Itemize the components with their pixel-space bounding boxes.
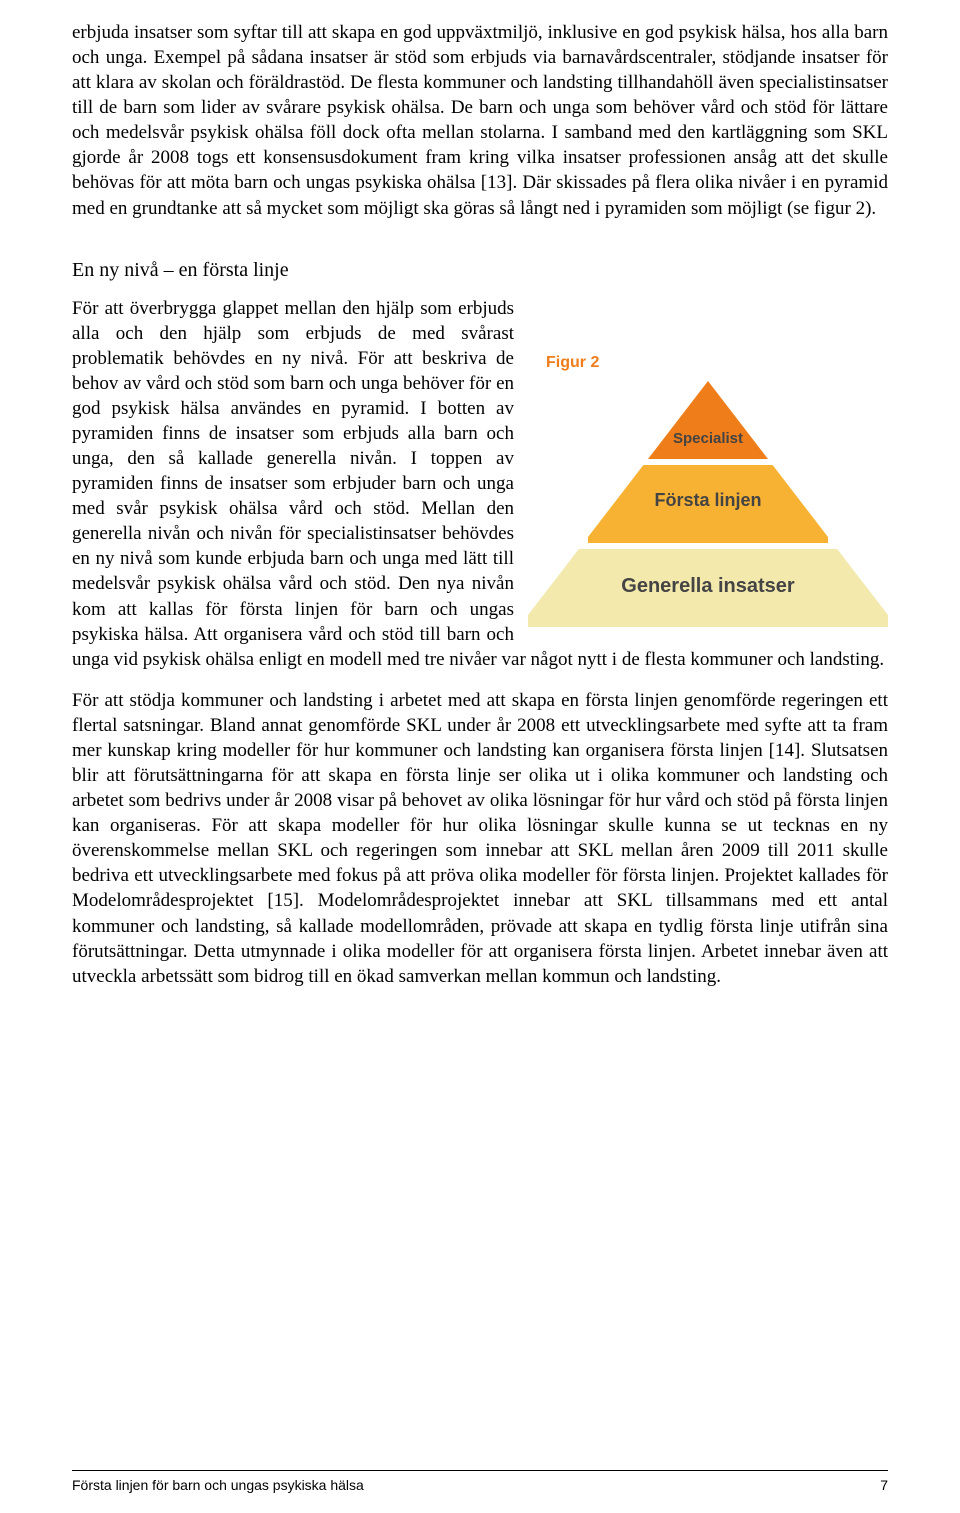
- section-heading: En ny nivå – en första linje: [72, 259, 888, 282]
- page-footer: Första linjen för barn och ungas psykisk…: [72, 1470, 888, 1493]
- pyramid-label-top: Specialist: [528, 429, 888, 449]
- footer-page-number: 7: [880, 1477, 888, 1493]
- pyramid-label-middle: Första linjen: [528, 489, 888, 513]
- followup-paragraph: För att stödja kommuner och landsting i …: [72, 688, 888, 989]
- wrapped-paragraph-block: Figur 2 Specialist Första linjen Generel…: [72, 296, 888, 672]
- intro-paragraph: erbjuda insatser som syftar till att ska…: [72, 20, 888, 221]
- figure-2-pyramid: Figur 2 Specialist Första linjen Generel…: [528, 352, 888, 631]
- pyramid-diagram: Specialist Första linjen Generella insat…: [528, 381, 888, 631]
- pyramid-label-bottom: Generella insatser: [528, 573, 888, 599]
- footer-title: Första linjen för barn och ungas psykisk…: [72, 1477, 364, 1493]
- figure-label: Figur 2: [546, 352, 888, 373]
